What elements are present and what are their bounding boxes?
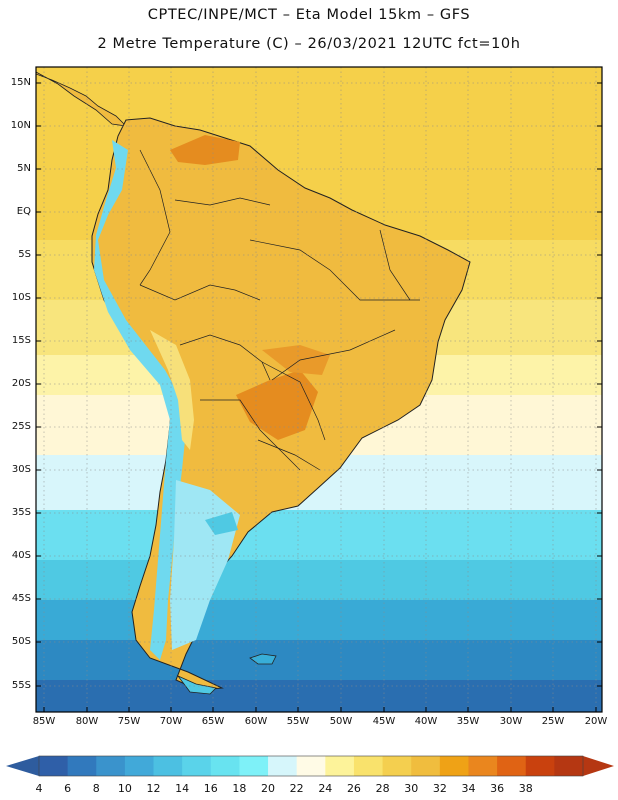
- colorbar-swatch: [153, 756, 183, 776]
- colorbar-swatch: [468, 756, 498, 776]
- temperature-map: [35, 66, 603, 713]
- colorbar-swatch: [525, 756, 555, 776]
- lat-label: 50S: [11, 636, 31, 647]
- colorbar-swatch: [382, 756, 412, 776]
- lon-label: 75W: [117, 716, 141, 727]
- colorbar-label: 20: [261, 782, 276, 795]
- hot-region-central: [236, 370, 318, 440]
- falkland-islands: [249, 653, 277, 665]
- colorbar-label: 6: [64, 782, 72, 795]
- colorbar-label: 24: [318, 782, 333, 795]
- colorbar-swatch: [39, 756, 69, 776]
- colorbar-label: 14: [175, 782, 190, 795]
- lat-label: 25S: [11, 421, 31, 432]
- colorbar-swatch: [210, 756, 240, 776]
- colorbar-label: 36: [490, 782, 505, 795]
- lat-label: 15S: [11, 335, 31, 346]
- ocean-band: [36, 560, 602, 601]
- colorbar-swatch: [67, 756, 97, 776]
- lat-label: 10N: [10, 120, 31, 131]
- colorbar-high-arrow: [583, 756, 614, 776]
- lat-label: 15N: [10, 77, 31, 88]
- country-borders: [139, 149, 420, 471]
- colorbar-swatch: [296, 756, 326, 776]
- colorbar-label: 18: [232, 782, 247, 795]
- ocean-band: [36, 680, 602, 712]
- tierra-del-fuego: [176, 675, 217, 695]
- colorbar-label: 4: [35, 782, 43, 795]
- lat-label: 35S: [11, 507, 31, 518]
- colorbar-swatch: [239, 756, 269, 776]
- lat-label: 55S: [11, 680, 31, 691]
- map-subtitle: 2 Metre Temperature (C) – 26/03/2021 12U…: [97, 36, 521, 52]
- colorbar-label: 10: [117, 782, 132, 795]
- map-frame: [35, 66, 603, 713]
- lon-label: 80W: [75, 716, 99, 727]
- lon-label: 20W: [584, 716, 608, 727]
- lon-label: 60W: [244, 716, 268, 727]
- colorbar: [6, 755, 614, 777]
- colorbar-label: 8: [92, 782, 100, 795]
- colorbar-label: 32: [432, 782, 447, 795]
- colorbar-label: 30: [404, 782, 419, 795]
- colorbar-swatch: [268, 756, 298, 776]
- colorbar-label: 26: [346, 782, 361, 795]
- hot-region-north: [170, 135, 240, 165]
- colorbar-swatch: [182, 756, 212, 776]
- lon-label: 55W: [286, 716, 310, 727]
- lat-label: 5S: [18, 249, 31, 260]
- lat-label: 20S: [11, 378, 31, 389]
- lat-label: 30S: [11, 464, 31, 475]
- colorbar-swatch: [411, 756, 441, 776]
- colorbar-swatch: [497, 756, 527, 776]
- colorbar-swatch: [325, 756, 355, 776]
- lon-label: 45W: [372, 716, 396, 727]
- altiplano-zone: [150, 330, 194, 450]
- central-america-landmass: [36, 71, 128, 127]
- colorbar-low-arrow: [6, 756, 39, 776]
- lat-label: 45S: [11, 593, 31, 604]
- lon-label: 40W: [414, 716, 438, 727]
- lon-label: 65W: [201, 716, 225, 727]
- ocean-band: [36, 600, 602, 641]
- lon-label: 25W: [541, 716, 565, 727]
- lon-label: 35W: [456, 716, 480, 727]
- map-title: CPTEC/INPE/MCT – Eta Model 15km – GFS: [147, 7, 471, 23]
- colorbar-label: 28: [375, 782, 390, 795]
- lon-label: 85W: [32, 716, 56, 727]
- colorbar-swatch: [353, 756, 384, 776]
- hot-region-pantanal: [262, 345, 330, 375]
- colorbar-swatch: [96, 756, 126, 776]
- lon-label: 70W: [159, 716, 183, 727]
- colorbar-label: 12: [146, 782, 161, 795]
- colorbar-swatch: [439, 756, 469, 776]
- lat-label: 40S: [11, 550, 31, 561]
- colorbar-swatch: [124, 756, 155, 776]
- andes-cold-zone: [94, 140, 186, 660]
- colorbar-label: 38: [518, 782, 533, 795]
- lon-label: 30W: [499, 716, 523, 727]
- colorbar-label: 16: [203, 782, 218, 795]
- ocean-band: [36, 640, 602, 681]
- lon-label: 50W: [329, 716, 353, 727]
- colorbar-swatch: [554, 756, 584, 776]
- lat-label: 5N: [17, 163, 31, 174]
- ocean-band: [36, 510, 602, 561]
- colorbar-outline: [38, 755, 584, 777]
- lat-label: EQ: [16, 206, 31, 217]
- colorbar-label: 22: [289, 782, 304, 795]
- lat-label: 10S: [11, 292, 31, 303]
- colorbar-label: 34: [461, 782, 476, 795]
